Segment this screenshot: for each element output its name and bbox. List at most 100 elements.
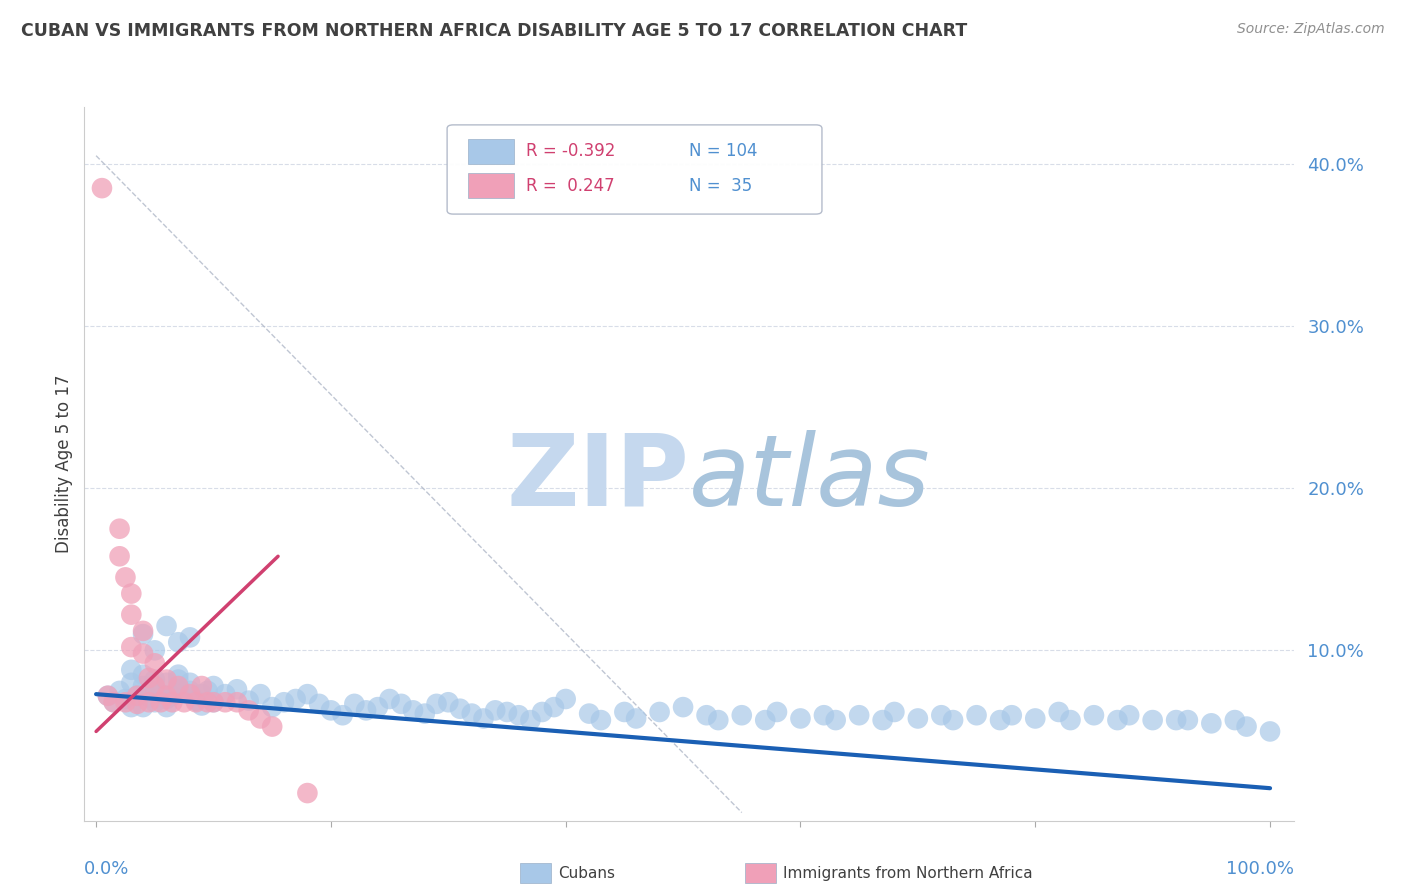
Point: [108, 522, 131, 536]
Point: [167, 667, 190, 681]
Point: [167, 673, 190, 687]
Point: [942, 713, 965, 727]
Text: Cubans: Cubans: [558, 866, 616, 880]
Point: [132, 624, 155, 638]
FancyBboxPatch shape: [468, 173, 513, 198]
Point: [155, 675, 177, 690]
Point: [624, 711, 647, 725]
Point: [197, 684, 219, 698]
Point: [149, 695, 172, 709]
FancyBboxPatch shape: [447, 125, 823, 214]
Point: [138, 690, 160, 705]
Point: [138, 671, 160, 685]
Point: [931, 708, 953, 723]
Point: [114, 570, 136, 584]
Text: CUBAN VS IMMIGRANTS FROM NORTHERN AFRICA DISABILITY AGE 5 TO 17 CORRELATION CHAR: CUBAN VS IMMIGRANTS FROM NORTHERN AFRICA…: [21, 22, 967, 40]
Point: [531, 705, 554, 719]
Point: [132, 627, 155, 641]
Point: [143, 679, 166, 693]
Point: [114, 692, 136, 706]
Point: [461, 706, 484, 721]
Point: [143, 643, 166, 657]
Point: [589, 713, 612, 727]
Point: [354, 703, 377, 717]
Point: [696, 708, 718, 723]
Point: [789, 711, 811, 725]
Text: 0.0%: 0.0%: [84, 860, 129, 878]
Point: [162, 695, 184, 709]
Point: [238, 703, 260, 717]
Point: [1142, 713, 1164, 727]
Point: [731, 708, 754, 723]
Point: [496, 705, 519, 719]
Point: [402, 703, 425, 717]
Point: [179, 631, 201, 645]
Point: [672, 700, 695, 714]
Point: [162, 689, 184, 703]
Point: [413, 706, 436, 721]
Point: [108, 549, 131, 564]
Point: [297, 687, 319, 701]
Point: [155, 673, 177, 687]
Point: [1001, 708, 1024, 723]
Point: [824, 713, 846, 727]
Point: [284, 692, 307, 706]
Point: [273, 695, 295, 709]
Point: [103, 695, 125, 709]
Point: [907, 711, 929, 725]
Point: [173, 685, 195, 699]
Point: [308, 697, 330, 711]
Point: [97, 689, 120, 703]
Point: [449, 702, 471, 716]
Point: [155, 692, 177, 706]
Point: [127, 689, 149, 703]
Point: [848, 708, 870, 723]
Point: [132, 679, 155, 693]
Point: [114, 695, 136, 709]
Point: [179, 684, 201, 698]
Point: [143, 673, 166, 687]
Point: [91, 181, 114, 195]
Point: [1107, 713, 1129, 727]
Point: [120, 640, 142, 654]
Point: [132, 647, 155, 661]
Point: [389, 697, 412, 711]
Point: [155, 689, 177, 703]
Point: [1166, 713, 1188, 727]
Point: [554, 692, 576, 706]
Point: [214, 695, 236, 709]
Point: [988, 713, 1011, 727]
Point: [202, 679, 225, 693]
Point: [437, 695, 460, 709]
Point: [120, 663, 142, 677]
Text: N = 104: N = 104: [689, 143, 758, 161]
Point: [127, 689, 149, 703]
Point: [378, 692, 401, 706]
Point: [766, 705, 789, 719]
Point: [262, 720, 284, 734]
Point: [1177, 713, 1199, 727]
Point: [1258, 724, 1281, 739]
Point: [197, 695, 219, 709]
Point: [297, 786, 319, 800]
Point: [120, 675, 142, 690]
Point: [1024, 711, 1046, 725]
Point: [103, 695, 125, 709]
Point: [173, 695, 195, 709]
Point: [883, 705, 905, 719]
Point: [472, 711, 495, 725]
Point: [249, 687, 271, 701]
Point: [167, 679, 190, 693]
Point: [132, 700, 155, 714]
Point: [613, 705, 636, 719]
Point: [319, 703, 342, 717]
Point: [127, 697, 149, 711]
Point: [149, 687, 172, 701]
Point: [1047, 705, 1070, 719]
Point: [155, 619, 177, 633]
Point: [367, 700, 389, 714]
Point: [184, 695, 207, 709]
Point: [132, 667, 155, 681]
Point: [202, 695, 225, 709]
Point: [143, 695, 166, 709]
